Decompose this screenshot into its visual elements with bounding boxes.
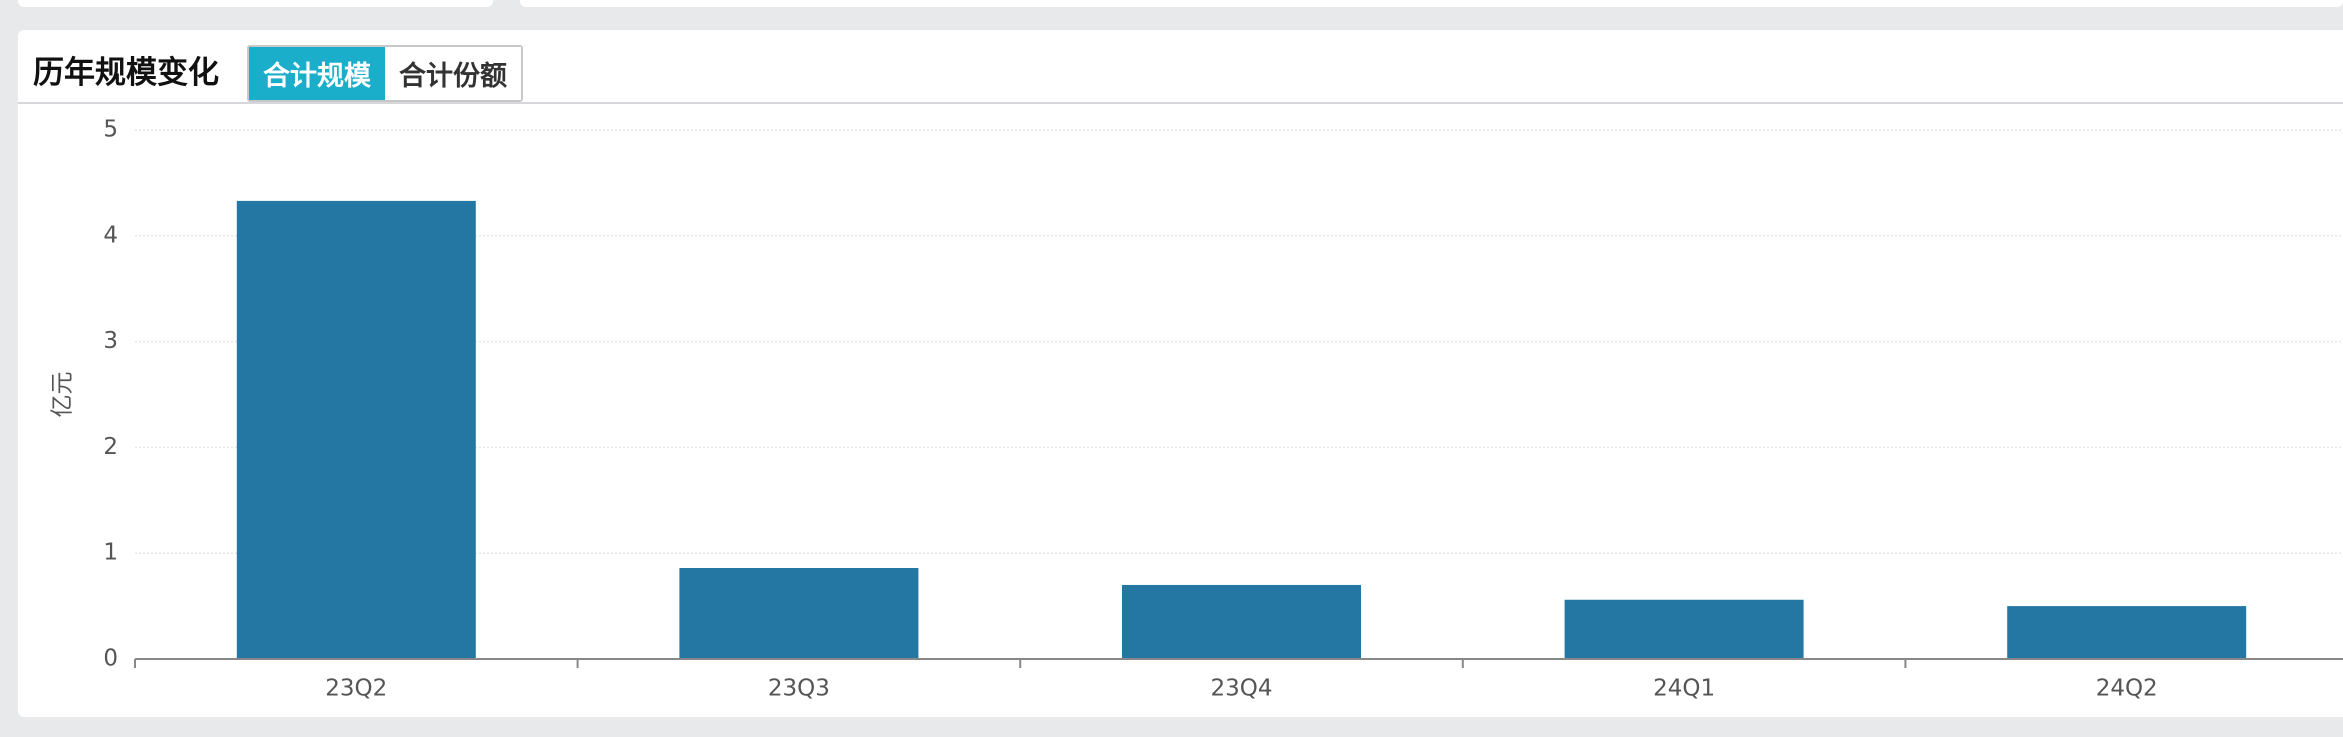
tab[interactable]: 合计规模 [249, 47, 385, 100]
bar [1121, 584, 1362, 659]
y-tick-label: 2 [103, 434, 118, 460]
x-tick-label: 23Q4 [1210, 676, 1272, 702]
y-tick-label: 4 [103, 222, 118, 248]
y-tick-label: 0 [103, 646, 118, 672]
y-tick-label: 3 [103, 328, 118, 354]
y-tick-label: 1 [103, 540, 118, 566]
card-header: 历年规模变化 合计规模 合计份额 [18, 30, 2343, 104]
bar [2007, 606, 2247, 659]
top-card [520, 0, 2343, 7]
x-tick-label: 24Q1 [1653, 676, 1715, 702]
card-title: 历年规模变化 [33, 55, 219, 91]
x-tick-label: 23Q2 [325, 676, 387, 702]
y-tick-label: 5 [103, 117, 118, 143]
x-tick-label: 24Q2 [2096, 676, 2158, 702]
chart-card: 历年规模变化 合计规模 合计份额 0 1 2 3 4 5 亿元 23Q2 23Q3 23Q4 24Q1… [18, 30, 2343, 717]
tab[interactable]: 合计份额 [385, 47, 521, 100]
x-tick-label: 23Q3 [768, 676, 830, 702]
chart: 0 1 2 3 4 5 亿元 23Q2 23Q3 23Q4 24Q1 24Q2 [50, 117, 2343, 702]
bar [1564, 599, 1804, 659]
top-card [18, 0, 493, 7]
y-axis-label: 亿元 [50, 372, 76, 418]
bar [679, 568, 919, 659]
tab-group: 合计规模 合计份额 [247, 45, 523, 102]
bar [236, 200, 476, 660]
